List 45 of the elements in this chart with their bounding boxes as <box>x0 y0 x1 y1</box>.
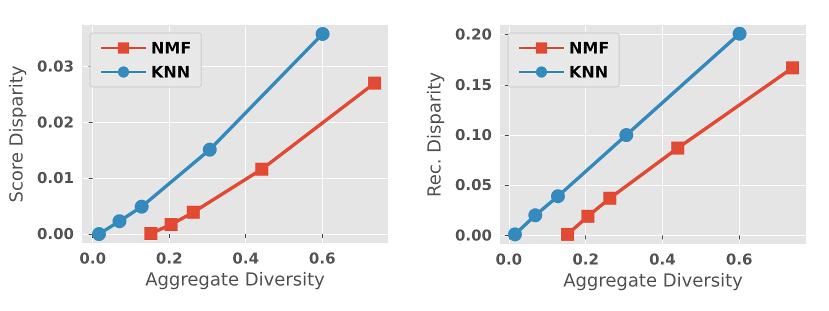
point <box>671 142 684 155</box>
point <box>603 192 616 205</box>
point <box>368 76 382 90</box>
point <box>134 200 149 214</box>
legend-label: NMF <box>569 38 610 58</box>
point <box>732 26 747 41</box>
x-tick-label: 0.6 <box>726 250 752 268</box>
y-tick-label: 0.00 <box>454 226 492 244</box>
x-tick-label: 0.2 <box>156 250 182 268</box>
x-tick-label: 0.4 <box>649 250 676 268</box>
point <box>186 206 200 219</box>
point <box>528 208 542 222</box>
y-tick-label: 0.02 <box>36 113 74 132</box>
point <box>508 227 522 242</box>
point <box>112 214 126 228</box>
legend-label: KNN <box>151 62 190 82</box>
point <box>202 142 217 157</box>
point <box>550 189 565 204</box>
point <box>144 226 158 240</box>
point <box>619 128 634 142</box>
x-tick-label: 0.0 <box>79 250 106 268</box>
x-tick-label: 0.0 <box>496 250 522 268</box>
y-tick-label: 0.00 <box>36 225 74 244</box>
legend-label: NMF <box>151 38 192 58</box>
x-axis-title: Aggregate Diversity <box>563 270 744 292</box>
x-tick-label: 0.2 <box>572 250 599 268</box>
y-tick-label: 0.20 <box>454 26 492 44</box>
point <box>255 162 268 176</box>
point <box>581 210 594 223</box>
y-tick-label: 0.01 <box>36 169 74 188</box>
y-tick-label: 0.10 <box>454 126 492 144</box>
y-tick-label: 0.03 <box>36 57 74 76</box>
y-tick-label: 0.15 <box>454 76 492 94</box>
point <box>786 61 800 74</box>
point <box>561 228 574 241</box>
y-axis-title: Score Disparity <box>6 65 28 202</box>
point <box>164 218 178 232</box>
point <box>92 227 106 242</box>
legend-label: KNN <box>569 62 608 82</box>
x-axis-title: Aggregate Diversity <box>145 270 326 290</box>
x-tick-label: 0.4 <box>232 250 259 268</box>
point <box>316 26 330 41</box>
y-tick-label: 0.05 <box>454 176 492 194</box>
x-tick-label: 0.6 <box>308 250 336 268</box>
y-axis-title: Rec. Disparity <box>424 72 446 197</box>
